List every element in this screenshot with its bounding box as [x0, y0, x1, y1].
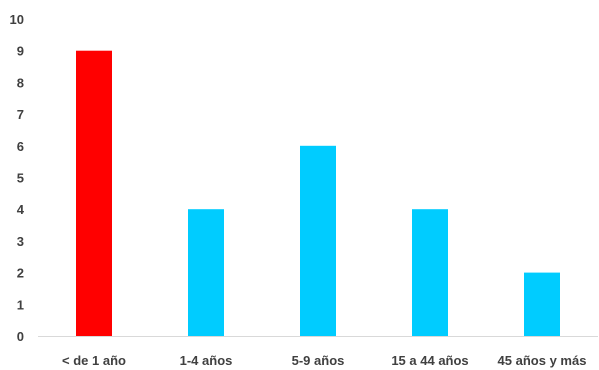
y-tick-label: 7 [17, 107, 24, 122]
y-tick-label: 0 [17, 329, 24, 344]
bar [300, 146, 336, 336]
bar [76, 51, 112, 336]
bar [524, 273, 560, 336]
x-axis-labels: < de 1 año 1-4 años 5-9 años 15 a 44 años 45… [62, 353, 586, 368]
x-tick-label: 15 a 44 años [391, 353, 468, 368]
y-tick-label: 4 [17, 202, 25, 217]
y-tick-label: 9 [17, 44, 24, 59]
x-tick-label: 45 años y más [498, 353, 587, 368]
bar [412, 209, 448, 336]
y-tick-label: 5 [17, 171, 24, 186]
y-tick-label: 8 [17, 75, 24, 90]
y-tick-label: 2 [17, 266, 24, 281]
y-tick-label: 1 [17, 297, 24, 312]
bars [76, 51, 560, 336]
x-tick-label: 1-4 años [180, 353, 233, 368]
y-tick-label: 10 [10, 12, 24, 27]
x-tick-label: 5-9 años [292, 353, 345, 368]
x-tick-label: < de 1 año [62, 353, 126, 368]
y-tick-label: 3 [17, 234, 24, 249]
y-axis-ticks: 0 1 2 3 4 5 6 7 8 9 10 [10, 12, 25, 344]
y-tick-label: 6 [17, 139, 24, 154]
bar [188, 209, 224, 336]
